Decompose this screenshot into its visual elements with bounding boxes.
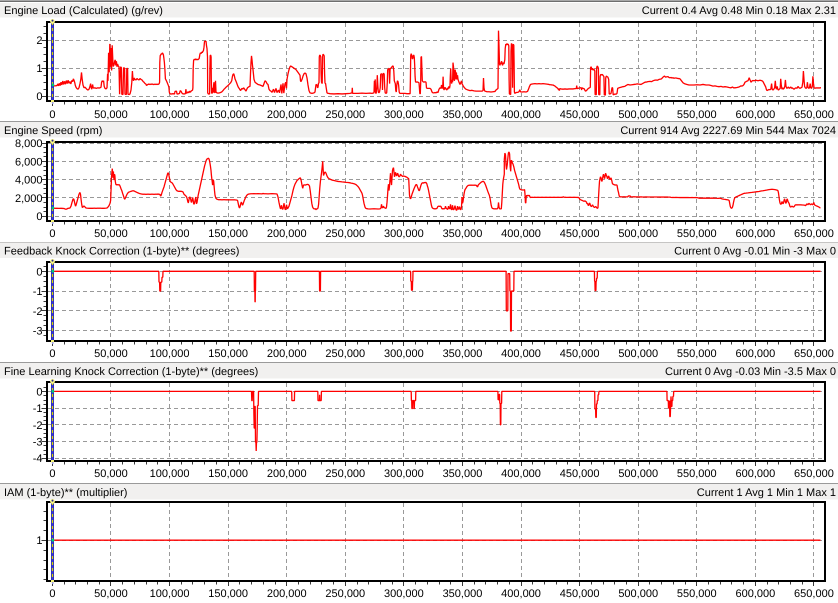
svg-text:200,000: 200,000: [267, 588, 307, 600]
svg-text:650,000: 650,000: [794, 588, 834, 600]
svg-text:250,000: 250,000: [325, 109, 365, 121]
svg-text:50,000: 50,000: [94, 228, 128, 240]
svg-text:600,000: 600,000: [735, 468, 775, 480]
svg-text:500,000: 500,000: [618, 588, 658, 600]
svg-text:400,000: 400,000: [501, 468, 541, 480]
svg-text:100,000: 100,000: [150, 468, 190, 480]
svg-text:Current 0 Avg -0.01 Min -3 Max: Current 0 Avg -0.01 Min -3 Max 0: [674, 246, 836, 258]
svg-text:550,000: 550,000: [677, 228, 717, 240]
svg-text:100,000: 100,000: [150, 228, 190, 240]
svg-text:150,000: 150,000: [208, 109, 248, 121]
svg-text:-3: -3: [33, 326, 43, 338]
svg-text:Engine Load (Calculated) (g/re: Engine Load (Calculated) (g/rev): [4, 5, 163, 17]
svg-text:6,000: 6,000: [15, 156, 43, 168]
svg-text:Current 914 Avg 2227.69 Min 54: Current 914 Avg 2227.69 Min 544 Max 7024: [620, 125, 836, 137]
svg-text:150,000: 150,000: [208, 468, 248, 480]
svg-text:0: 0: [36, 266, 42, 278]
svg-text:150,000: 150,000: [208, 228, 248, 240]
svg-text:Engine Speed (rpm): Engine Speed (rpm): [4, 125, 102, 137]
svg-text:300,000: 300,000: [384, 228, 424, 240]
svg-text:300,000: 300,000: [384, 588, 424, 600]
svg-text:Feedback Knock Correction (1-b: Feedback Knock Correction (1-byte)** (de…: [4, 246, 239, 258]
svg-text:550,000: 550,000: [677, 109, 717, 121]
svg-text:0: 0: [49, 109, 55, 121]
svg-text:650,000: 650,000: [794, 468, 834, 480]
svg-text:0: 0: [36, 91, 42, 103]
svg-text:550,000: 550,000: [677, 468, 717, 480]
svg-text:500,000: 500,000: [618, 228, 658, 240]
svg-text:600,000: 600,000: [735, 228, 775, 240]
svg-text:450,000: 450,000: [560, 588, 600, 600]
svg-text:250,000: 250,000: [325, 588, 365, 600]
svg-text:1: 1: [36, 535, 42, 547]
svg-text:400,000: 400,000: [501, 348, 541, 360]
svg-text:-2: -2: [33, 420, 43, 432]
svg-text:-1: -1: [33, 286, 43, 298]
svg-text:0: 0: [49, 348, 55, 360]
svg-text:2: 2: [36, 35, 42, 47]
svg-text:Current 0 Avg -0.03 Min -3.5 M: Current 0 Avg -0.03 Min -3.5 Max 0: [665, 366, 836, 378]
svg-text:200,000: 200,000: [267, 228, 307, 240]
svg-text:300,000: 300,000: [384, 468, 424, 480]
svg-text:1: 1: [36, 63, 42, 75]
svg-text:-3: -3: [33, 437, 43, 449]
svg-text:50,000: 50,000: [94, 348, 128, 360]
svg-text:50,000: 50,000: [94, 468, 128, 480]
svg-text:400,000: 400,000: [501, 109, 541, 121]
svg-text:350,000: 350,000: [443, 228, 483, 240]
svg-text:0: 0: [49, 588, 55, 600]
svg-text:250,000: 250,000: [325, 468, 365, 480]
svg-text:0: 0: [36, 211, 42, 223]
svg-text:450,000: 450,000: [560, 348, 600, 360]
svg-text:Current 1 Avg 1 Min 1 Max 1: Current 1 Avg 1 Min 1 Max 1: [697, 487, 836, 499]
svg-text:500,000: 500,000: [618, 109, 658, 121]
svg-text:550,000: 550,000: [677, 588, 717, 600]
svg-text:50,000: 50,000: [94, 588, 128, 600]
svg-text:150,000: 150,000: [208, 348, 248, 360]
svg-text:350,000: 350,000: [443, 109, 483, 121]
svg-text:150,000: 150,000: [208, 588, 248, 600]
svg-text:300,000: 300,000: [384, 109, 424, 121]
svg-text:300,000: 300,000: [384, 348, 424, 360]
svg-text:-2: -2: [33, 306, 43, 318]
svg-text:0: 0: [36, 386, 42, 398]
svg-text:350,000: 350,000: [443, 468, 483, 480]
svg-text:650,000: 650,000: [794, 348, 834, 360]
svg-text:-1: -1: [33, 403, 43, 415]
svg-text:400,000: 400,000: [501, 588, 541, 600]
svg-text:650,000: 650,000: [794, 109, 834, 121]
svg-text:600,000: 600,000: [735, 588, 775, 600]
svg-text:500,000: 500,000: [618, 348, 658, 360]
svg-text:400,000: 400,000: [501, 228, 541, 240]
svg-text:450,000: 450,000: [560, 109, 600, 121]
svg-text:IAM (1-byte)** (multiplier): IAM (1-byte)** (multiplier): [4, 487, 127, 499]
svg-text:100,000: 100,000: [150, 588, 190, 600]
svg-text:0: 0: [49, 228, 55, 240]
svg-text:Current 0.4 Avg 0.48 Min 0.18: Current 0.4 Avg 0.48 Min 0.18 Max 2.31: [642, 5, 836, 17]
svg-text:2,000: 2,000: [15, 193, 43, 205]
svg-text:500,000: 500,000: [618, 468, 658, 480]
svg-text:350,000: 350,000: [443, 348, 483, 360]
svg-text:650,000: 650,000: [794, 228, 834, 240]
svg-text:600,000: 600,000: [735, 109, 775, 121]
svg-text:8,000: 8,000: [15, 138, 43, 150]
svg-text:450,000: 450,000: [560, 468, 600, 480]
svg-text:200,000: 200,000: [267, 468, 307, 480]
svg-text:100,000: 100,000: [150, 109, 190, 121]
svg-text:50,000: 50,000: [94, 109, 128, 121]
svg-text:0: 0: [49, 468, 55, 480]
svg-text:350,000: 350,000: [443, 588, 483, 600]
svg-text:200,000: 200,000: [267, 109, 307, 121]
svg-text:4,000: 4,000: [15, 175, 43, 187]
svg-text:-4: -4: [33, 453, 43, 465]
svg-text:Fine Learning Knock Correction: Fine Learning Knock Correction (1-byte)*…: [4, 366, 258, 378]
svg-text:450,000: 450,000: [560, 228, 600, 240]
svg-text:250,000: 250,000: [325, 228, 365, 240]
svg-text:200,000: 200,000: [267, 348, 307, 360]
svg-text:250,000: 250,000: [325, 348, 365, 360]
svg-text:100,000: 100,000: [150, 348, 190, 360]
svg-text:600,000: 600,000: [735, 348, 775, 360]
svg-text:550,000: 550,000: [677, 348, 717, 360]
